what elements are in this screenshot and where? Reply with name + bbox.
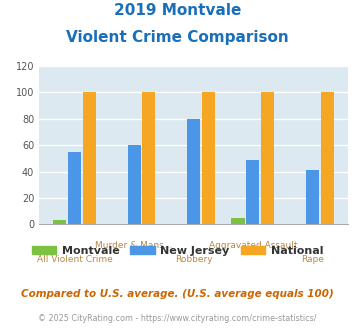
Bar [261,92,274,224]
Bar [142,92,155,224]
Text: Murder & Mans...: Murder & Mans... [95,241,173,250]
Bar [231,218,245,224]
Text: Violent Crime Comparison: Violent Crime Comparison [66,30,289,45]
Bar [321,92,334,224]
Bar [202,92,215,224]
Text: 2019 Montvale: 2019 Montvale [114,3,241,18]
Bar [127,145,141,224]
Legend: Montvale, New Jersey, National: Montvale, New Jersey, National [27,241,328,260]
Text: © 2025 CityRating.com - https://www.cityrating.com/crime-statistics/: © 2025 CityRating.com - https://www.city… [38,314,317,323]
Text: Compared to U.S. average. (U.S. average equals 100): Compared to U.S. average. (U.S. average … [21,289,334,299]
Bar [83,92,96,224]
Bar [306,170,319,224]
Bar [187,119,200,224]
Bar [53,220,66,224]
Text: Aggravated Assault: Aggravated Assault [209,241,297,250]
Text: Rape: Rape [301,255,324,264]
Bar [68,152,81,224]
Text: Robbery: Robbery [175,255,212,264]
Text: All Violent Crime: All Violent Crime [37,255,113,264]
Bar [246,160,260,224]
